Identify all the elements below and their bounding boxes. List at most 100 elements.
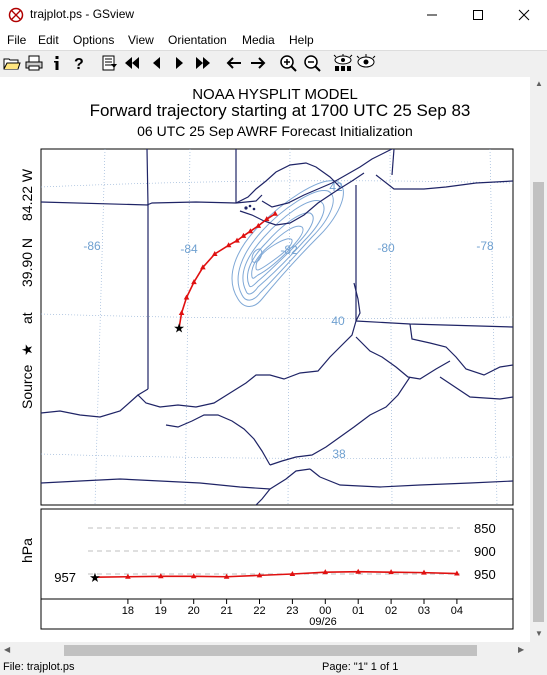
trajectory-point bbox=[240, 232, 247, 238]
pressure-point bbox=[322, 569, 329, 575]
time-tick-label: 01 bbox=[352, 605, 364, 617]
time-tick-label: 21 bbox=[220, 605, 232, 617]
lon-label: -78 bbox=[476, 239, 494, 253]
pressure-point bbox=[289, 571, 296, 576]
trajectory-point bbox=[255, 222, 262, 228]
horizontal-scrollbar[interactable]: ◀ ▶ bbox=[0, 642, 530, 659]
goto-page-button[interactable] bbox=[100, 53, 120, 73]
pressure-point bbox=[388, 569, 394, 575]
trajectory-point bbox=[211, 251, 218, 256]
display-settings-button[interactable] bbox=[333, 53, 353, 73]
vertical-scrollbar[interactable]: ▲ ▼ bbox=[530, 77, 547, 642]
menu-file[interactable]: File bbox=[7, 33, 27, 47]
pressure-point bbox=[223, 573, 230, 579]
start-pressure-label: 957 bbox=[54, 570, 76, 585]
eye-icon bbox=[356, 54, 376, 68]
source-at: at bbox=[19, 312, 35, 324]
display-settings-icon bbox=[333, 54, 353, 71]
time-axis-frame bbox=[40, 598, 514, 630]
time-tick-label: 18 bbox=[122, 605, 134, 617]
trajectory-point bbox=[234, 237, 240, 243]
print-icon bbox=[25, 55, 43, 71]
menu-media[interactable]: Media bbox=[242, 33, 275, 47]
last-page-button[interactable] bbox=[193, 53, 213, 73]
print-button[interactable] bbox=[24, 53, 44, 73]
scroll-up-icon[interactable]: ▲ bbox=[535, 79, 543, 88]
time-tick-label: 22 bbox=[253, 605, 265, 617]
scroll-left-icon[interactable]: ◀ bbox=[4, 645, 11, 654]
map-frame bbox=[40, 148, 514, 506]
source-star-marker: ★ bbox=[173, 321, 185, 336]
back-icon bbox=[226, 57, 241, 69]
goto-page-icon bbox=[102, 55, 117, 71]
info-button[interactable] bbox=[47, 53, 67, 73]
trajectory-point bbox=[247, 228, 254, 234]
pressure-point bbox=[421, 569, 427, 575]
trajectory-markers bbox=[178, 210, 278, 315]
maximize-button[interactable] bbox=[455, 0, 501, 30]
lat-label: 38 bbox=[332, 447, 346, 461]
first-page-icon bbox=[125, 57, 139, 69]
time-tick-label: 04 bbox=[451, 605, 463, 617]
map-panel: -86 -84 -82 -80 -78 42 40 38 bbox=[40, 148, 514, 506]
first-page-button[interactable] bbox=[122, 53, 142, 73]
forward-icon bbox=[251, 57, 266, 69]
pressure-point bbox=[190, 573, 197, 579]
minimize-button[interactable] bbox=[409, 0, 455, 30]
zoom-in-button[interactable] bbox=[278, 53, 298, 73]
pressure-tick-label: 850 bbox=[474, 521, 496, 536]
pressure-point bbox=[125, 573, 131, 579]
source-label: Source ★ at 39.90 N 84.22 W bbox=[19, 168, 35, 409]
menu-view[interactable]: View bbox=[128, 33, 154, 47]
scroll-down-icon[interactable]: ▼ bbox=[535, 629, 543, 638]
time-tick-label: 02 bbox=[385, 605, 397, 617]
scroll-right-icon[interactable]: ▶ bbox=[518, 645, 525, 654]
next-page-button[interactable] bbox=[170, 53, 190, 73]
close-button[interactable] bbox=[501, 0, 547, 30]
time-tick-label: 19 bbox=[155, 605, 167, 617]
plot-title: NOAA HYSPLIT MODEL bbox=[192, 86, 358, 103]
menu-orientation[interactable]: Orientation bbox=[168, 33, 227, 47]
time-tick-label: 20 bbox=[188, 605, 200, 617]
pressure-point bbox=[454, 570, 460, 576]
open-button[interactable] bbox=[2, 53, 22, 73]
toolbar: ? bbox=[0, 50, 547, 78]
pressure-tick-labels: 850 900 950 bbox=[474, 521, 496, 582]
lake-islands bbox=[244, 204, 256, 211]
pressure-panel: hPa 850 900 950 957 ★ bbox=[19, 508, 514, 600]
prev-page-icon bbox=[153, 57, 160, 69]
time-tick-label: 23 bbox=[286, 605, 298, 617]
status-file: File: trajplot.ps bbox=[3, 661, 75, 673]
back-button[interactable] bbox=[224, 53, 244, 73]
menu-options[interactable]: Options bbox=[73, 33, 115, 47]
gsview-app-icon bbox=[8, 7, 24, 23]
minimize-icon bbox=[427, 14, 437, 16]
forward-button[interactable] bbox=[248, 53, 268, 73]
zoom-in-icon bbox=[280, 55, 297, 72]
info-icon bbox=[54, 56, 59, 70]
help-button[interactable]: ? bbox=[70, 53, 90, 73]
pressure-start-star: ★ bbox=[89, 570, 101, 585]
lon-label: -84 bbox=[180, 242, 198, 256]
status-bar: File: trajplot.ps Page: "1" 1 of 1 bbox=[0, 659, 547, 675]
trajectory-point bbox=[178, 309, 185, 315]
zoom-out-button[interactable] bbox=[302, 53, 322, 73]
eye-button[interactable] bbox=[356, 53, 376, 73]
lat-label: 40 bbox=[331, 314, 345, 328]
lon-label: -80 bbox=[377, 241, 395, 255]
prev-page-button[interactable] bbox=[146, 53, 166, 73]
status-page: Page: "1" 1 of 1 bbox=[322, 661, 399, 673]
help-icon: ? bbox=[74, 56, 84, 71]
source-star: ★ bbox=[19, 343, 35, 356]
pressure-point bbox=[355, 568, 361, 574]
lat-label: 42 bbox=[329, 180, 343, 194]
svg-text:?: ? bbox=[74, 56, 84, 71]
time-tick-label: 00 bbox=[319, 605, 331, 617]
menu-help[interactable]: Help bbox=[289, 33, 314, 47]
horizontal-scroll-thumb[interactable] bbox=[64, 645, 477, 656]
menu-edit[interactable]: Edit bbox=[38, 33, 59, 47]
vertical-scroll-thumb[interactable] bbox=[533, 182, 544, 622]
pressure-line bbox=[94, 570, 457, 579]
open-icon bbox=[3, 58, 21, 70]
window-title: trajplot.ps - GSview bbox=[30, 7, 135, 21]
